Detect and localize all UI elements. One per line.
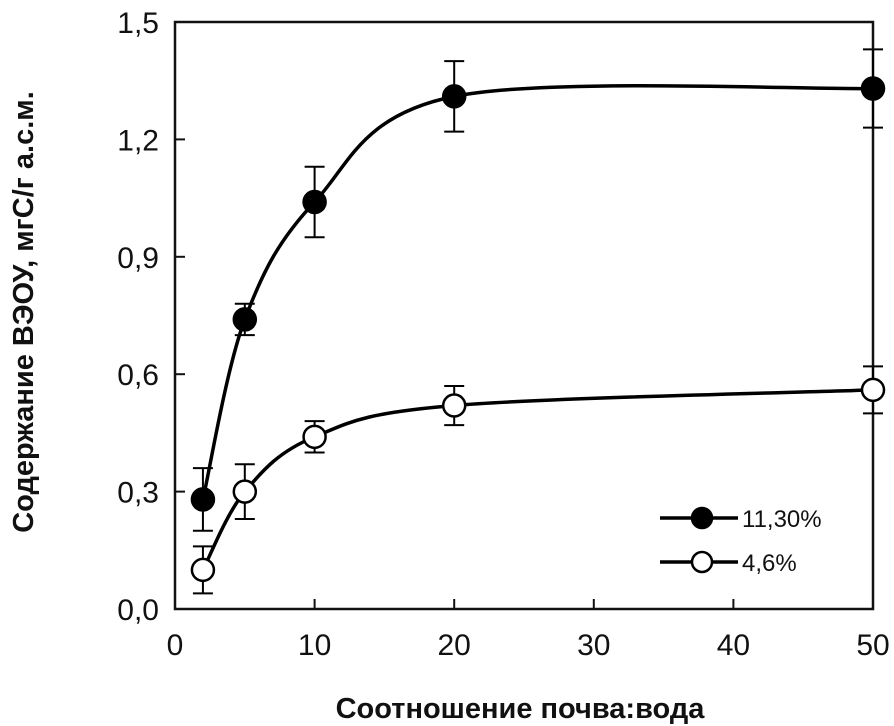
data-point xyxy=(441,393,467,418)
data-point xyxy=(232,479,258,504)
series-layer xyxy=(190,48,886,595)
data-point xyxy=(190,557,216,583)
x-tick-label: 40 xyxy=(717,629,750,662)
y-tick-label: 0,9 xyxy=(117,242,159,275)
data-point xyxy=(860,76,886,101)
legend: 11,30% 4,6% xyxy=(660,506,822,577)
data-point xyxy=(190,487,216,512)
y-tick-label: 0,3 xyxy=(117,477,159,510)
data-point xyxy=(441,84,467,109)
data-point xyxy=(302,189,327,215)
series-line xyxy=(201,388,874,571)
series-1 xyxy=(190,48,886,532)
legend-label: 11,30% xyxy=(742,506,822,533)
plot-frame xyxy=(173,20,875,611)
x-tick-label: 0 xyxy=(167,629,184,662)
x-axis-ticks: 0 10 20 30 40 50 xyxy=(167,599,890,662)
series-line xyxy=(201,83,874,500)
legend-marker xyxy=(690,550,714,574)
y-tick-label: 0,0 xyxy=(117,594,159,627)
series-2 xyxy=(190,365,886,595)
x-tick-label: 50 xyxy=(856,629,889,662)
data-point xyxy=(860,377,886,403)
y-axis-ticks: 0,0 0,3 0,6 0,9 1,2 1,5 xyxy=(117,7,185,627)
y-tick-label: 1,5 xyxy=(117,7,159,40)
x-tick-label: 30 xyxy=(577,629,610,662)
y-tick-label: 0,6 xyxy=(117,359,159,392)
legend-label: 4,6% xyxy=(742,550,797,577)
y-tick-label: 1,2 xyxy=(117,124,159,157)
data-point xyxy=(232,307,258,332)
x-axis-title: Соотношение почва:вода xyxy=(336,693,706,725)
x-tick-label: 10 xyxy=(298,629,331,662)
data-point xyxy=(302,424,327,450)
y-axis-title: Содержание ВЭОУ, мгС/г а.с.м. xyxy=(8,91,40,533)
plot-border xyxy=(173,20,875,611)
x-tick-label: 20 xyxy=(438,629,471,662)
legend-marker xyxy=(690,506,714,530)
